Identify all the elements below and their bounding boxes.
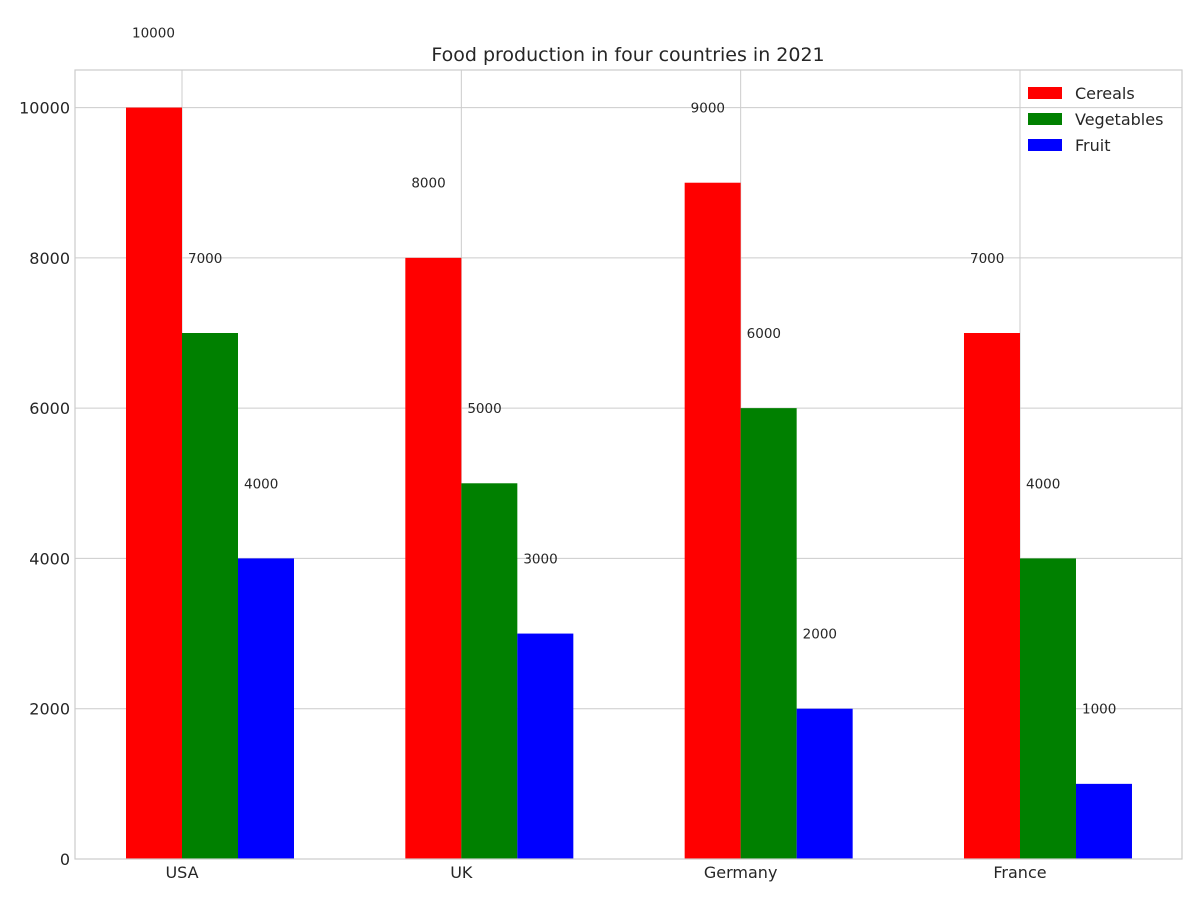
legend-label-cereals: Cereals <box>1075 84 1135 103</box>
legend: Cereals Vegetables Fruit <box>1028 84 1163 155</box>
bar-vegetables-usa <box>182 333 238 859</box>
bar-vegetables-uk <box>461 483 518 859</box>
bar-fruit-france <box>1075 783 1132 859</box>
x-axis-ticks: USA UK Germany France <box>165 863 1046 882</box>
data-label: 2000 <box>803 627 837 643</box>
data-label: 7000 <box>970 251 1004 267</box>
y-tick-label: 0 <box>60 850 70 869</box>
bar-cereals-uk <box>405 257 462 859</box>
y-tick-label: 10000 <box>19 99 70 118</box>
y-axis-ticks: 0 2000 4000 6000 8000 10000 <box>19 99 70 869</box>
legend-label-fruit: Fruit <box>1075 136 1110 155</box>
legend-label-vegetables: Vegetables <box>1075 110 1163 129</box>
data-label: 4000 <box>244 476 278 492</box>
data-label: 8000 <box>411 176 445 192</box>
bar-cereals-france <box>963 333 1020 859</box>
x-tick-label: France <box>993 863 1046 882</box>
data-label: 1000 <box>1082 702 1116 718</box>
data-label: 7000 <box>188 251 222 267</box>
y-tick-label: 4000 <box>29 549 70 568</box>
bar-fruit-uk <box>517 633 574 859</box>
data-label: 3000 <box>523 551 557 567</box>
legend-swatch-vegetables <box>1028 113 1062 125</box>
y-tick-label: 2000 <box>29 700 70 719</box>
bar-fruit-germany <box>796 708 853 859</box>
data-label: 9000 <box>691 101 725 117</box>
bar-vegetables-france <box>1019 558 1076 859</box>
bar-cereals-usa <box>126 107 182 860</box>
bars <box>126 107 1132 860</box>
x-tick-label: UK <box>450 863 473 882</box>
legend-swatch-fruit <box>1028 139 1062 151</box>
plot-frame <box>74 69 1183 860</box>
bar-cereals-germany <box>684 182 741 859</box>
data-labels: 10000 8000 9000 7000 7000 5000 6000 4000 4000 300… <box>132 25 1116 717</box>
legend-swatch-cereals <box>1028 87 1062 99</box>
y-tick-label: 8000 <box>29 249 70 268</box>
chart-title: Food production in four countries in 202… <box>431 44 824 66</box>
data-label: 5000 <box>467 401 501 417</box>
data-label: 10000 <box>132 25 175 41</box>
data-label: 6000 <box>747 326 781 342</box>
x-tick-label: USA <box>165 863 198 882</box>
bar-vegetables-germany <box>740 408 797 859</box>
data-label: 4000 <box>1026 476 1060 492</box>
bar-fruit-usa <box>238 558 294 859</box>
y-tick-label: 6000 <box>29 399 70 418</box>
x-tick-label: Germany <box>704 863 778 882</box>
